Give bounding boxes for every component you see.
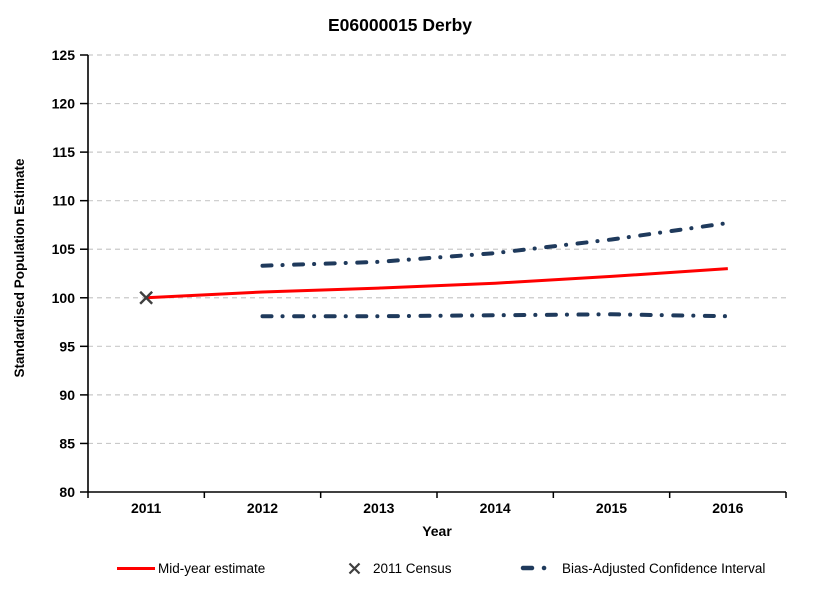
x-tick-label: 2012 — [247, 500, 278, 516]
confidence-interval-line — [260, 221, 730, 268]
midyear-estimate-line — [146, 267, 728, 300]
tick-labels: 80 85 90 95 100 105 110 115 120 125 2011 2012 2013 20… — [52, 47, 744, 516]
midyear-line-sample — [117, 566, 155, 570]
y-tick-label: 120 — [52, 96, 76, 112]
y-axis-title: Standardised Population Estimate — [12, 158, 27, 378]
y-tick-label: 100 — [52, 290, 76, 306]
legend-item-midyear-estimate: Mid-year estimate — [117, 558, 265, 578]
legend-item-confidence-interval: Bias-Adjusted Confidence Interval — [519, 558, 765, 578]
census-x-marker-icon — [348, 562, 361, 574]
series-layer — [139, 221, 730, 319]
x-axis-title: Year — [422, 523, 452, 539]
y-tick-label: 105 — [52, 241, 76, 257]
y-tick-label: 90 — [59, 387, 75, 403]
confidence-interval-line — [260, 312, 730, 319]
x-tick-label: 2015 — [596, 500, 627, 516]
x-tick-label: 2016 — [712, 500, 743, 516]
y-tick-label: 115 — [52, 144, 75, 160]
dashdot-line-sample — [520, 565, 553, 571]
y-tick-label: 110 — [52, 193, 75, 209]
y-tick-label: 95 — [59, 338, 75, 354]
chart-legend: Mid-year estimate 2011 Census Bias-Adjus… — [0, 558, 830, 582]
legend-label-census: 2011 Census — [373, 560, 452, 576]
y-tick-label: 125 — [52, 47, 76, 63]
axes — [80, 54, 787, 498]
gridlines — [88, 54, 786, 445]
x-tick-label: 2014 — [480, 500, 511, 516]
census-x-marker — [139, 290, 154, 305]
legend-label-confidence-interval: Bias-Adjusted Confidence Interval — [562, 560, 766, 576]
x-tick-label: 2011 — [131, 500, 162, 516]
y-tick-label: 80 — [59, 484, 75, 500]
y-tick-label: 85 — [59, 435, 75, 451]
legend-item-census: 2011 Census — [347, 558, 452, 578]
chart-title: E06000015 Derby — [328, 15, 472, 35]
x-tick-label: 2013 — [363, 500, 394, 516]
legend-label-midyear: Mid-year estimate — [158, 560, 266, 576]
